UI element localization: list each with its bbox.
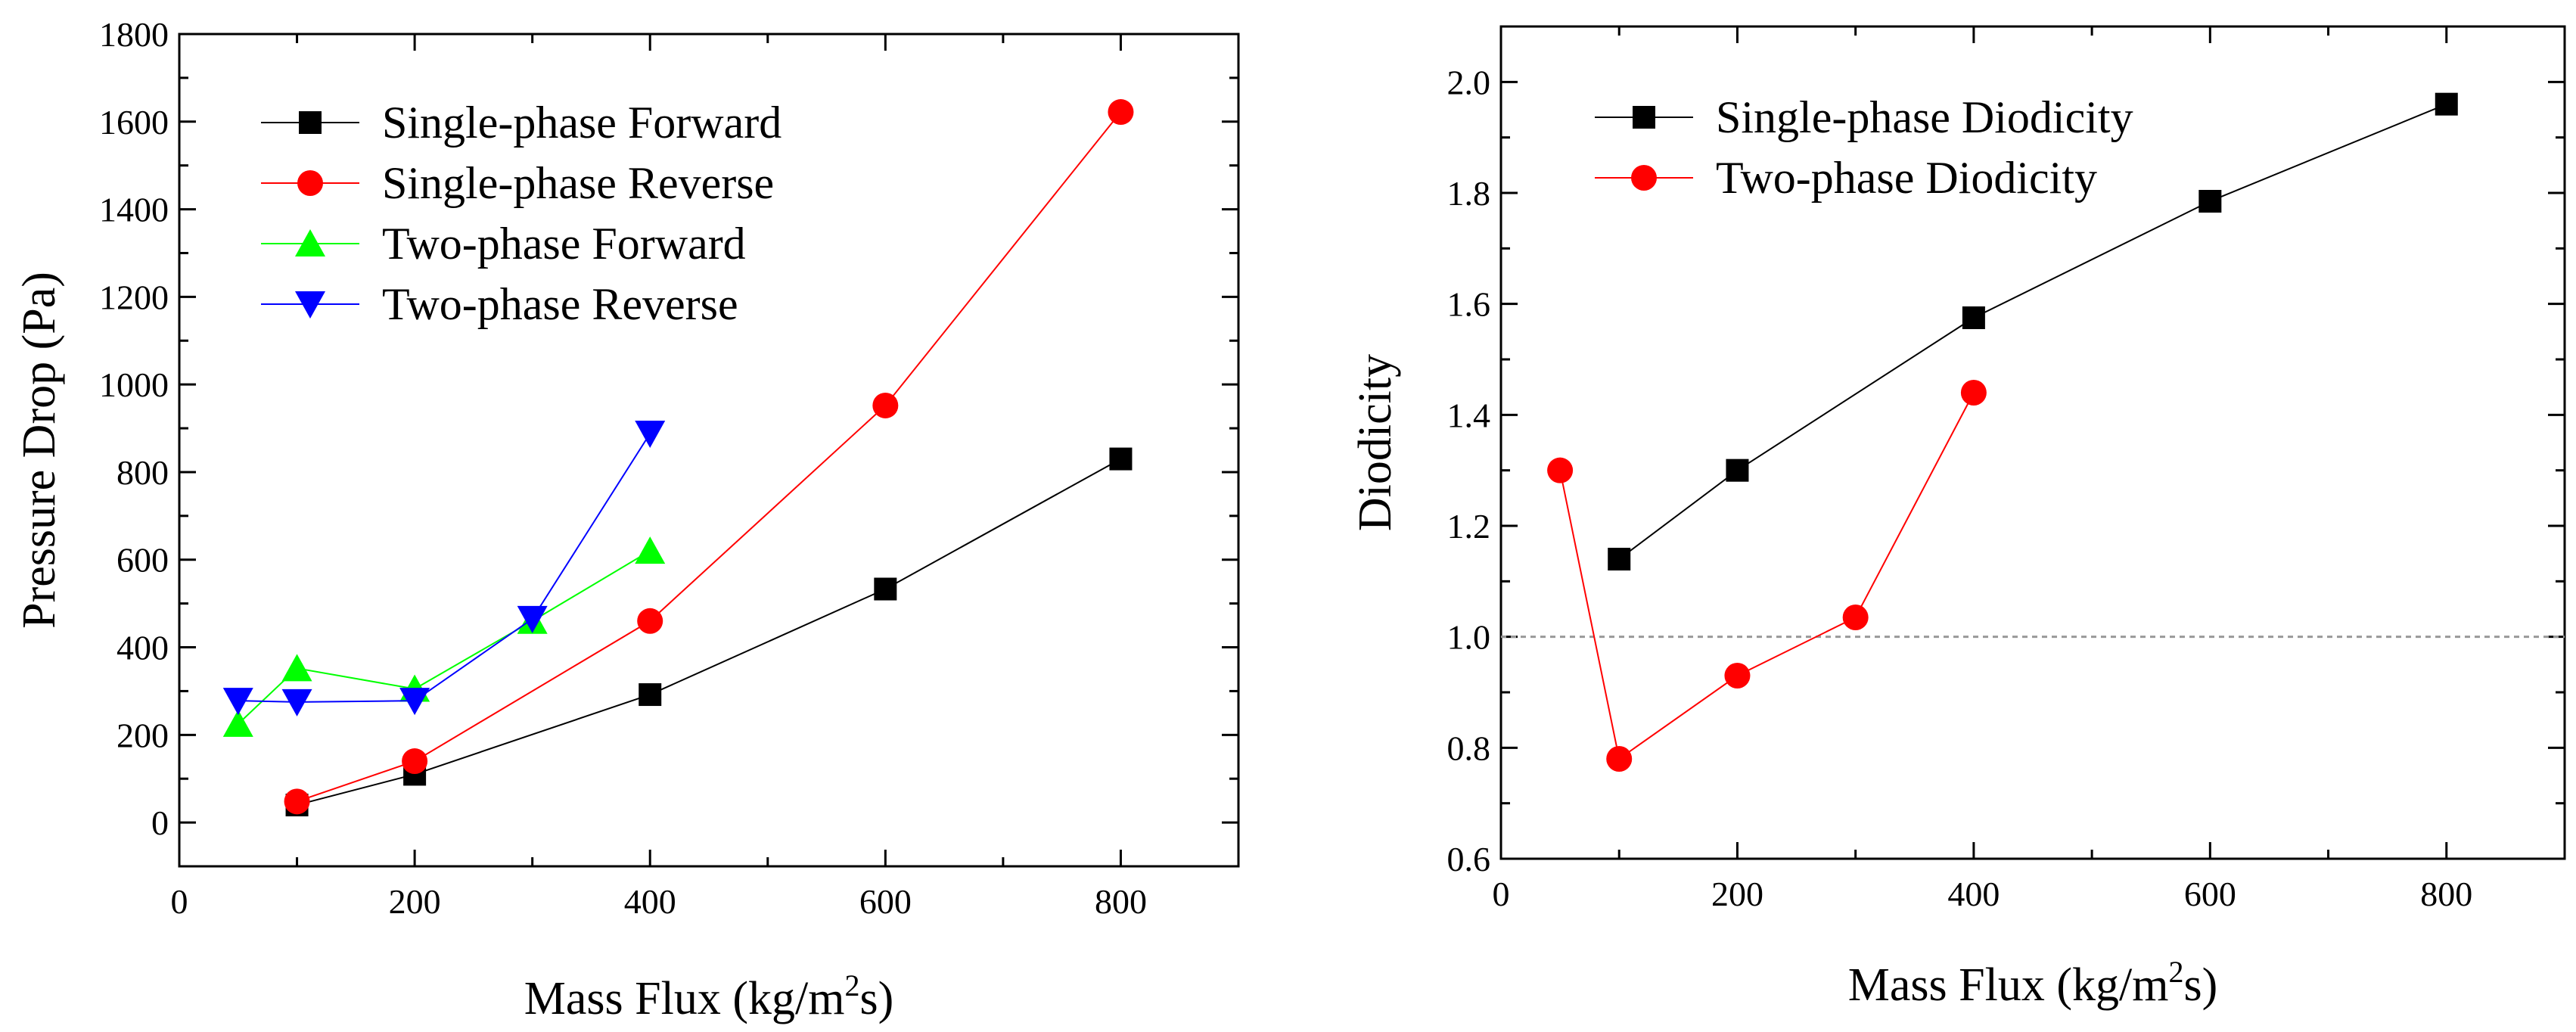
data-point [1606, 746, 1633, 772]
data-point [635, 421, 666, 448]
y-axis-title: Diodicity [1350, 354, 1401, 531]
data-point [281, 654, 312, 682]
data-point [1547, 457, 1574, 483]
data-point [284, 788, 310, 815]
y-tick-label: 1800 [99, 15, 169, 54]
data-point [2435, 92, 2458, 116]
legend-label: Two-phase Diodicity [1716, 153, 2097, 203]
y-tick-label: 1.8 [1447, 174, 1491, 213]
y-tick-label: 0.8 [1447, 729, 1491, 767]
data-point [1960, 380, 1987, 406]
y-tick-label: 1000 [99, 365, 169, 404]
x-axis-title: Mass Flux (kg/m2s) [524, 968, 894, 1024]
data-point [222, 688, 253, 716]
legend-marker [299, 111, 322, 134]
y-tick-label: 1.0 [1447, 618, 1491, 657]
y-tick-label: 800 [117, 453, 169, 492]
plot-frame [178, 33, 1240, 868]
legend-marker [1633, 106, 1655, 129]
data-point [281, 689, 312, 716]
x-tick-label: 800 [2420, 875, 2472, 913]
y-tick-label: 1400 [99, 191, 169, 229]
y-tick-label: 0.6 [1447, 840, 1491, 878]
data-point [222, 709, 253, 737]
data-point [1962, 306, 1985, 329]
data-point [872, 392, 899, 418]
diodicity-chart: 0 200 400 600 800 0.6 0.8 1.0 1.2 1.4 1.6 1.8 2.0 Dio… [1350, 25, 2566, 1011]
x-tick-label: 400 [624, 882, 676, 921]
x-tick-label: 0 [1493, 875, 1510, 913]
pressure-drop-chart: 0 200 400 600 800 0 200 400 600 800 1000 1200 1400 16… [14, 15, 1240, 1024]
data-point [517, 605, 548, 633]
legend-marker [295, 229, 325, 256]
data-point [2198, 190, 2222, 213]
x-tick-label: 600 [2184, 875, 2236, 913]
series-1 [1547, 380, 1987, 772]
y-tick-label: 1.4 [1447, 396, 1491, 434]
legend-marker [297, 170, 323, 196]
y-tick-label: 1.2 [1447, 507, 1491, 546]
data-point [1109, 447, 1133, 471]
data-point [399, 688, 430, 716]
series-line [1559, 392, 1975, 760]
legend-item: Single-phase Diodicity [1595, 92, 2133, 142]
legend-item: Two-phase Reverse [261, 279, 738, 329]
y-tick-label: 0 [151, 804, 169, 842]
series-1 [284, 99, 1134, 815]
legend-item: Two-phase Forward [261, 219, 746, 269]
x-axis-title: Mass Flux (kg/m2s) [1848, 955, 2218, 1011]
legend-label: Two-phase Reverse [382, 279, 738, 329]
data-point [635, 536, 666, 564]
x-tick-label: 400 [1947, 875, 2000, 913]
data-point [639, 683, 662, 707]
y-tick-label: 600 [117, 541, 169, 580]
legend-label: Single-phase Reverse [382, 158, 774, 208]
legend-item: Single-phase Forward [261, 98, 782, 148]
x-tick-label: 800 [1095, 882, 1147, 921]
data-point [402, 748, 428, 775]
y-axis-title: Pressure Drop (Pa) [14, 272, 65, 629]
data-point [1608, 548, 1631, 570]
y-tick-label: 200 [117, 716, 169, 754]
series-2 [222, 536, 666, 737]
plot-frame [1499, 25, 2566, 860]
y-tick-label: 1200 [99, 278, 169, 316]
y-tick-label: 1600 [99, 103, 169, 141]
legend-marker [1631, 165, 1657, 191]
x-tick-label: 0 [171, 882, 188, 921]
data-point [874, 577, 897, 601]
legend-item: Two-phase Diodicity [1595, 153, 2097, 203]
data-point [637, 608, 663, 634]
x-tick-label: 200 [1711, 875, 1763, 913]
data-point [1842, 605, 1869, 630]
data-point [1108, 99, 1134, 126]
x-tick-label: 200 [389, 882, 441, 921]
x-tick-label: 600 [859, 882, 912, 921]
legend-label: Single-phase Diodicity [1716, 92, 2133, 142]
legend-label: Two-phase Forward [382, 219, 746, 269]
legend-item: Single-phase Reverse [261, 158, 774, 208]
y-tick-label: 1.6 [1447, 285, 1491, 324]
y-tick-label: 400 [117, 629, 169, 667]
data-point [1726, 458, 1749, 482]
series-3 [222, 421, 666, 716]
legend-label: Single-phase Forward [382, 98, 782, 148]
y-tick-label: 2.0 [1447, 63, 1491, 101]
data-point [1724, 663, 1751, 689]
series-0 [1608, 92, 2458, 570]
legend-marker [295, 291, 325, 319]
